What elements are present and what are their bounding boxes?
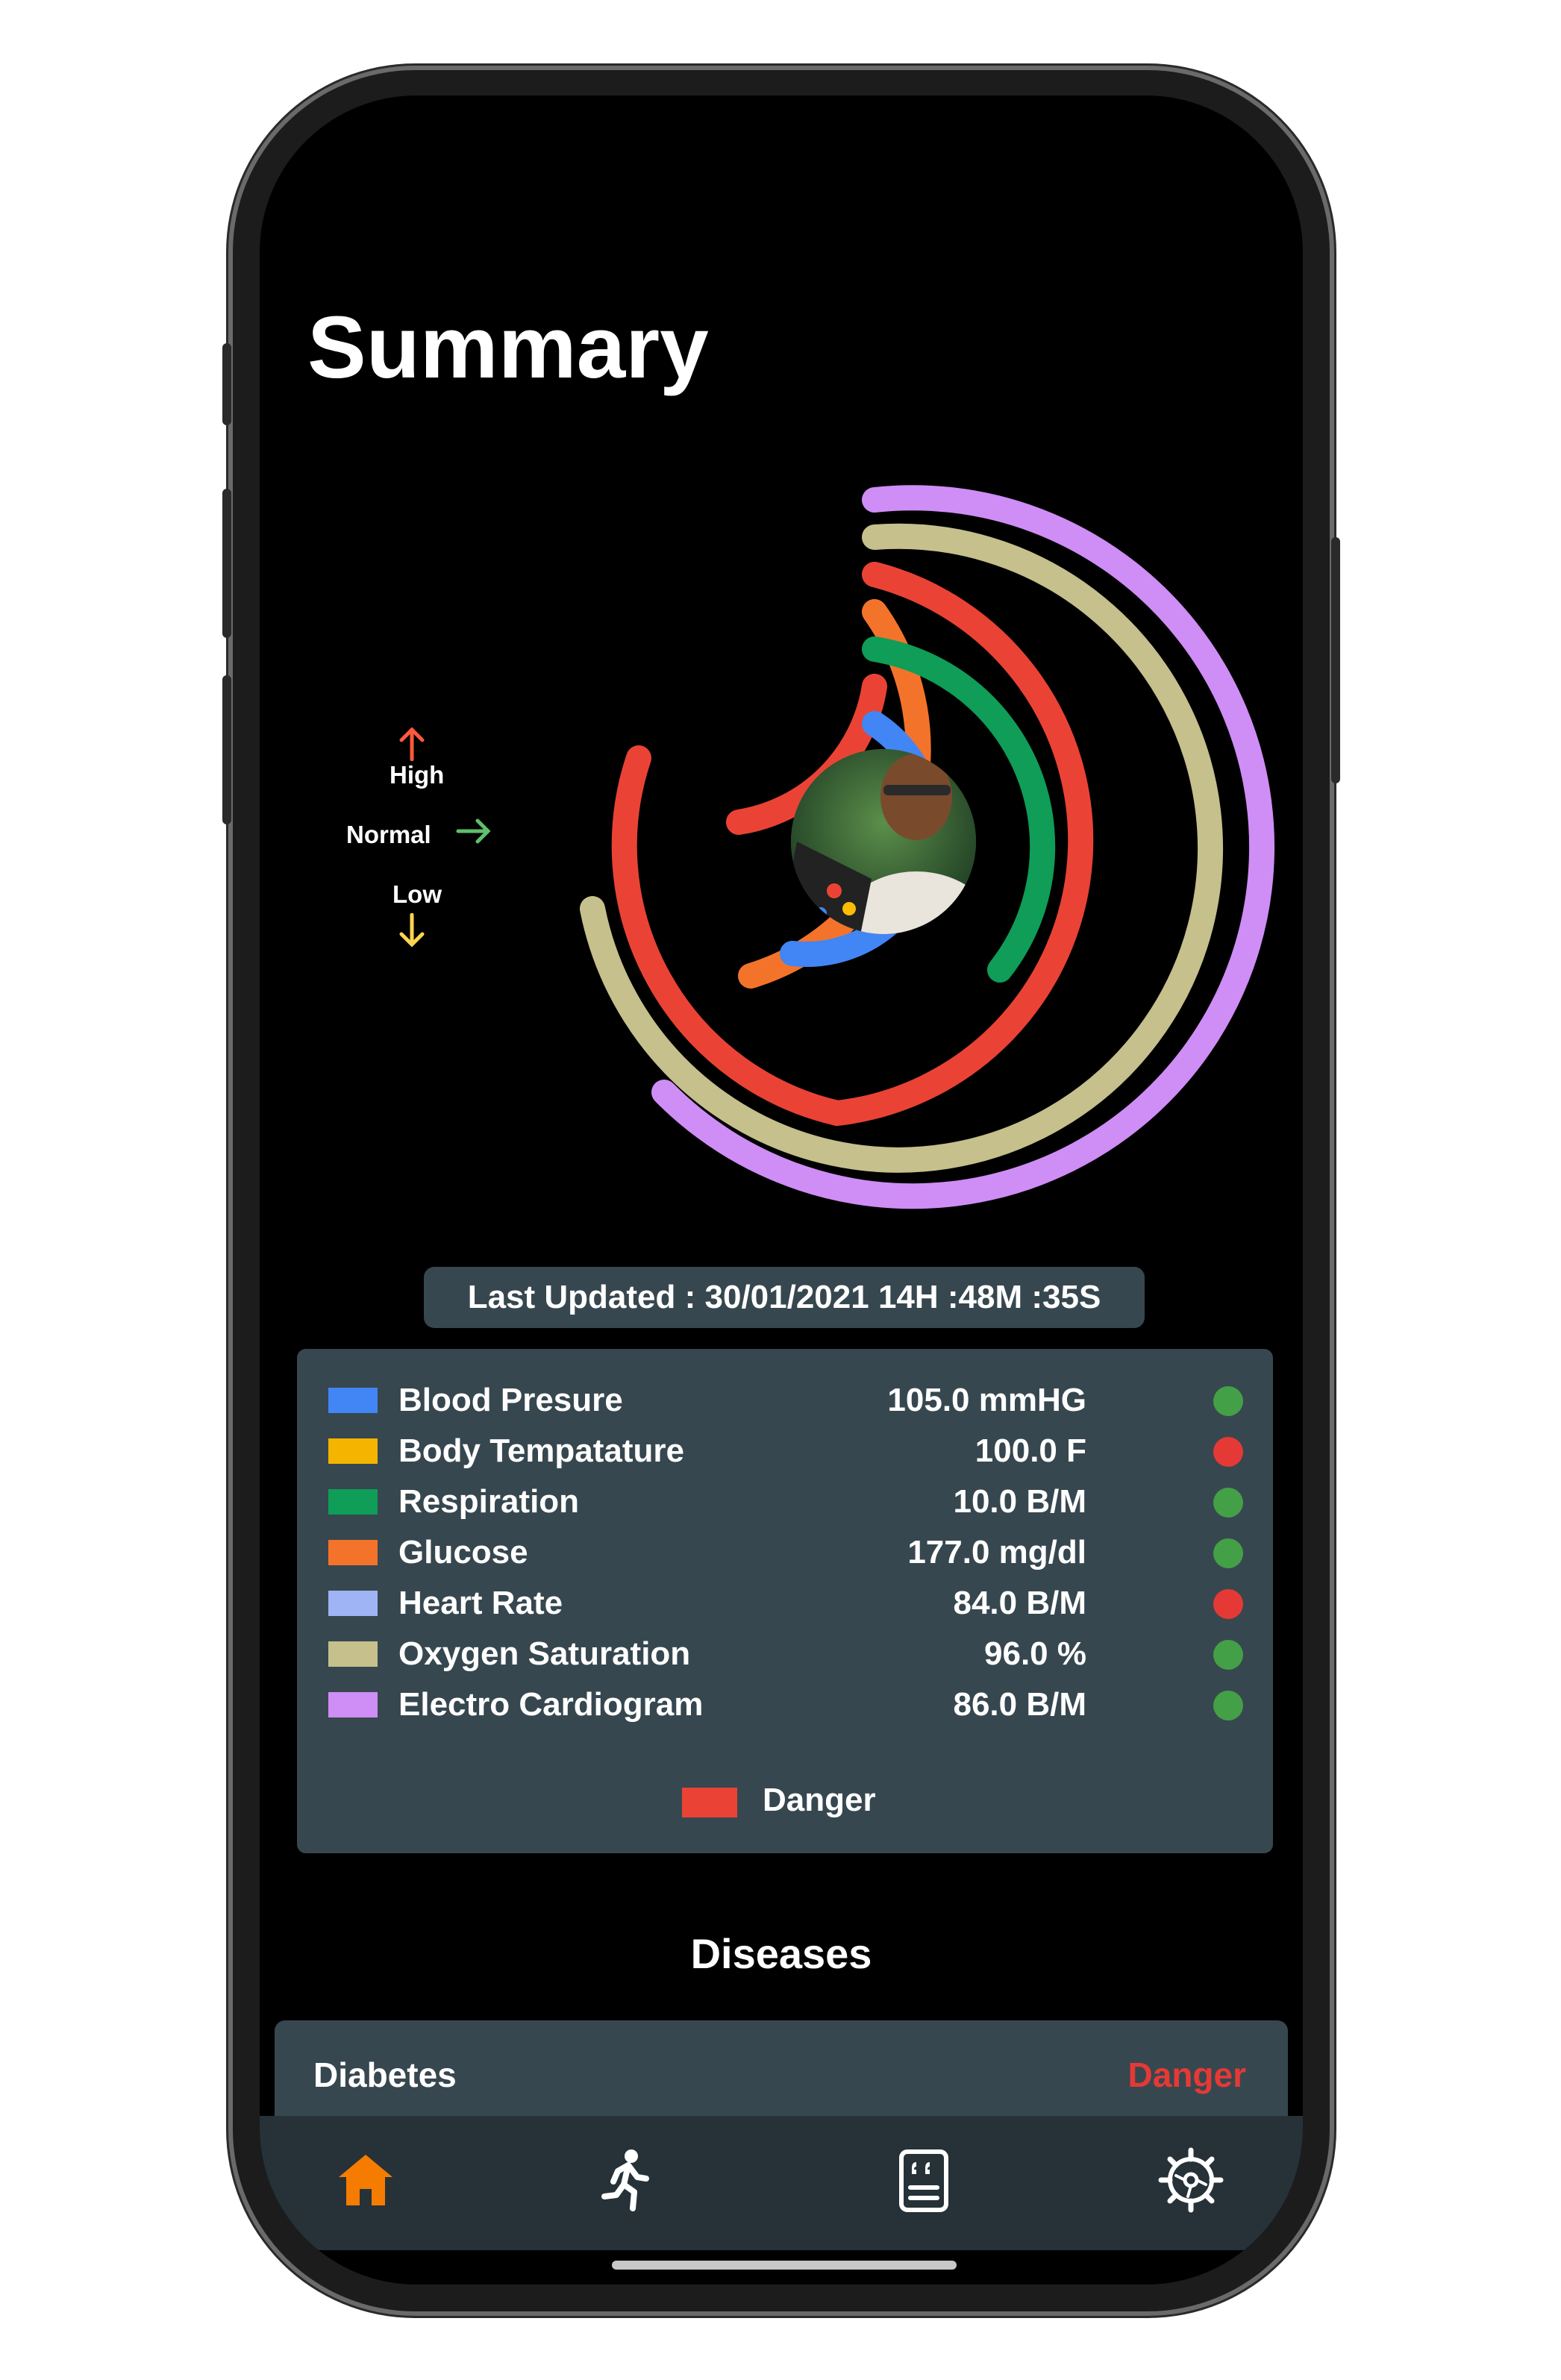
vital-row-electro-cardiogram: Electro Cardiogram 86.0 B/M [297, 1680, 1273, 1731]
ring-oxygen-saturation [580, 523, 1223, 1173]
status-dot [1213, 1488, 1243, 1518]
color-swatch [328, 1388, 378, 1413]
vital-name: Electro Cardiogram [398, 1686, 704, 1723]
status-dot [1213, 1589, 1243, 1619]
page-title: Summary [307, 298, 709, 397]
vital-value: 96.0 % [984, 1635, 1086, 1672]
vital-name: Body Tempatature [398, 1432, 685, 1469]
status-dot [1213, 1538, 1243, 1568]
color-swatch [328, 1438, 378, 1464]
home-icon [339, 2155, 392, 2205]
vitals-ring-chart [580, 485, 1274, 1209]
color-swatch [328, 1540, 378, 1565]
status-dot [1213, 1640, 1243, 1670]
vital-row-blood-pressure: Blood Presure 105.0 mmHG [297, 1376, 1273, 1427]
color-swatch [328, 1692, 378, 1717]
disease-name: Diabetes [313, 2055, 457, 2094]
vital-name: Oxygen Saturation [398, 1635, 691, 1672]
disease-status: Danger [1127, 2055, 1246, 2094]
vitals-panel: Blood Presure 105.0 mmHG Body Tempatatur… [297, 1349, 1273, 1853]
power-button [1331, 537, 1340, 783]
ring-body-temperature [611, 562, 1094, 1127]
vital-value: 100.0 F [975, 1432, 1086, 1469]
vital-name: Glucose [398, 1534, 528, 1571]
report-icon [899, 2149, 948, 2212]
color-swatch [328, 1591, 378, 1616]
settings-icon [1158, 2147, 1224, 2213]
volume-up-button [222, 489, 231, 638]
home-indicator[interactable] [612, 2261, 957, 2270]
volume-down-button [222, 675, 231, 824]
last-updated-badge: Last Updated : 30/01/2021 14H :48M :35S [424, 1267, 1145, 1328]
arrow-right-icon [456, 818, 491, 844]
legend-low: Low [392, 880, 442, 908]
vital-value: 86.0 B/M [953, 1686, 1086, 1723]
nav-activity[interactable] [588, 2143, 663, 2217]
vital-name: Blood Presure [398, 1382, 623, 1418]
legend-high: High [390, 761, 445, 789]
vital-value: 177.0 mg/dl [907, 1534, 1086, 1571]
mute-switch [222, 343, 231, 425]
legend-normal: Normal [346, 821, 431, 848]
status-dot [1213, 1437, 1243, 1467]
screen: Summary High Normal Low [260, 95, 1303, 2285]
avatar [791, 749, 976, 934]
vital-value: 84.0 B/M [953, 1585, 1086, 1621]
ring-respiration [862, 636, 1056, 983]
danger-swatch [682, 1788, 737, 1817]
nav-reports[interactable] [886, 2143, 961, 2217]
status-dot [1213, 1386, 1243, 1416]
vital-value: 10.0 B/M [953, 1483, 1086, 1520]
bottom-nav [260, 2116, 1303, 2250]
vital-value: 105.0 mmHG [887, 1382, 1086, 1418]
vital-row-oxygen-saturation: Oxygen Saturation 96.0 % [297, 1629, 1273, 1680]
color-swatch [328, 1489, 378, 1515]
vital-row-respiration: Respiration 10.0 B/M [297, 1477, 1273, 1528]
running-icon [601, 2149, 649, 2211]
nav-settings[interactable] [1154, 2143, 1228, 2217]
nav-home[interactable] [328, 2143, 403, 2217]
vital-name: Respiration [398, 1483, 580, 1520]
arrow-up-icon [399, 727, 425, 761]
color-swatch [328, 1641, 378, 1667]
diseases-title: Diseases [690, 1930, 872, 1977]
danger-legend-label: Danger [763, 1782, 876, 1818]
vital-name: Heart Rate [398, 1585, 563, 1621]
arrow-down-icon [399, 913, 425, 948]
vital-row-body-temperature: Body Tempatature 100.0 F [297, 1427, 1273, 1477]
status-dot [1213, 1691, 1243, 1720]
vital-row-heart-rate: Heart Rate 84.0 B/M [297, 1579, 1273, 1629]
ring-electro-cardiogram [651, 485, 1274, 1209]
vital-row-glucose: Glucose 177.0 mg/dl [297, 1528, 1273, 1579]
